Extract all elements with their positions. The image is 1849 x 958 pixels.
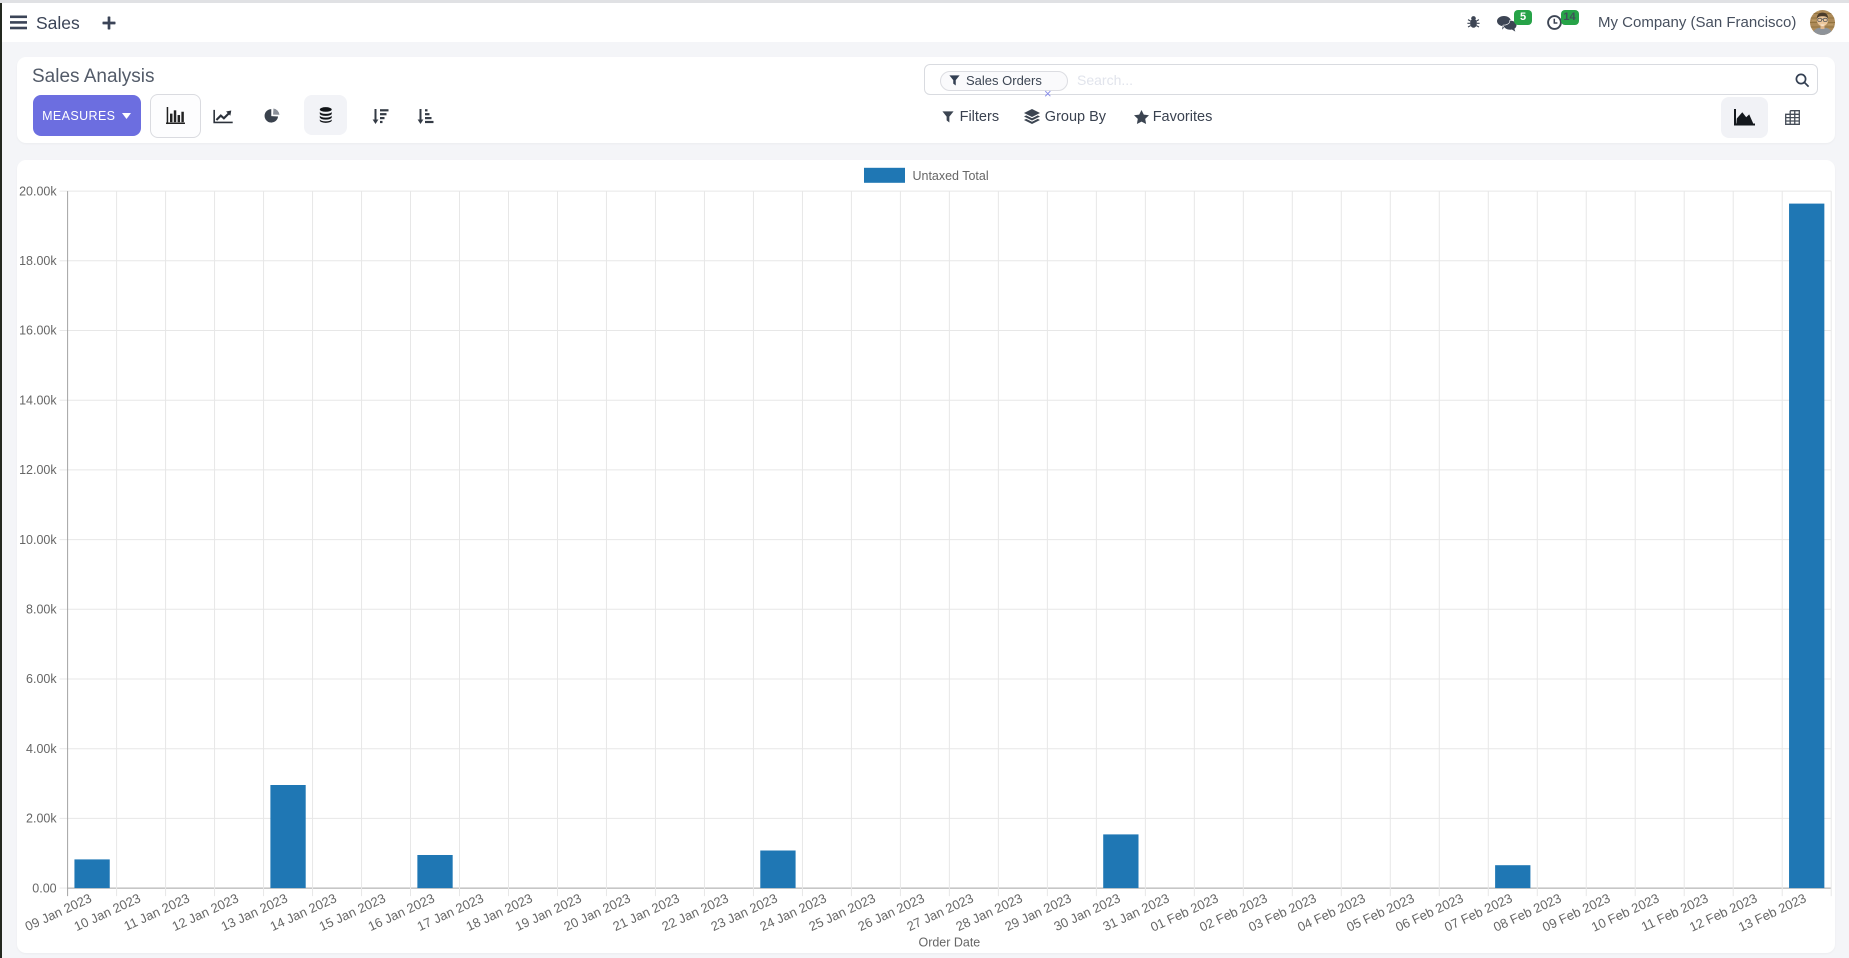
svg-text:Untaxed Total: Untaxed Total bbox=[912, 169, 988, 183]
svg-text:20.00k: 20.00k bbox=[19, 184, 57, 198]
svg-text:2.00k: 2.00k bbox=[26, 812, 57, 826]
svg-text:18.00k: 18.00k bbox=[19, 254, 57, 268]
svg-text:16.00k: 16.00k bbox=[19, 324, 57, 338]
svg-text:10.00k: 10.00k bbox=[19, 533, 57, 547]
svg-text:0.00: 0.00 bbox=[32, 881, 56, 895]
svg-text:6.00k: 6.00k bbox=[26, 672, 57, 686]
svg-text:Order Date: Order Date bbox=[919, 935, 981, 949]
svg-text:4.00k: 4.00k bbox=[26, 742, 57, 756]
svg-text:8.00k: 8.00k bbox=[26, 602, 57, 616]
svg-text:12.00k: 12.00k bbox=[19, 463, 57, 477]
svg-text:14.00k: 14.00k bbox=[19, 393, 57, 407]
